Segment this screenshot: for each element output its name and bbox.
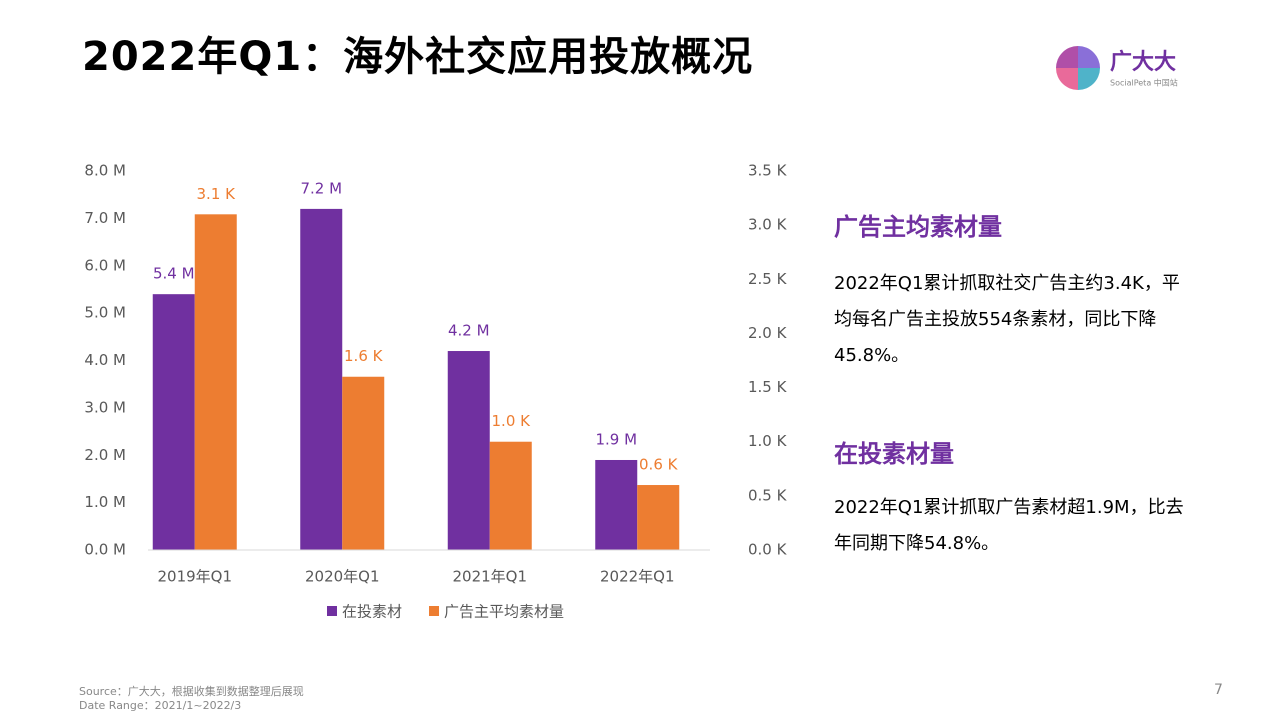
legend-label: 广告主平均素材量	[444, 603, 564, 621]
y2-tick-label: 0.0 K	[748, 541, 788, 559]
y-tick-label: 3.0 M	[84, 398, 126, 416]
legend-swatch	[327, 606, 337, 616]
y2-tick-label: 1.5 K	[748, 378, 788, 396]
bar	[194, 214, 237, 551]
x-tick-label: 2020年Q1	[305, 568, 380, 586]
x-tick-label: 2022年Q1	[600, 568, 675, 586]
y2-tick-label: 3.5 K	[748, 162, 788, 180]
y2-tick-label: 0.5 K	[748, 486, 788, 504]
y-tick-label: 1.0 M	[84, 493, 126, 511]
value-label: 0.6 K	[639, 456, 679, 474]
value-label: 1.0 K	[492, 412, 532, 430]
y2-tick-label: 1.0 K	[748, 432, 788, 450]
bar	[152, 294, 195, 550]
section-heading: 在投素材量	[834, 440, 954, 468]
bar	[637, 485, 680, 550]
value-label: 5.4 M	[153, 265, 195, 283]
section-heading: 广告主均素材量	[834, 213, 1002, 241]
y2-tick-label: 2.5 K	[748, 270, 788, 288]
x-tick-label: 2021年Q1	[452, 568, 527, 586]
y-tick-label: 7.0 M	[84, 209, 126, 227]
y-tick-label: 2.0 M	[84, 446, 126, 464]
value-label: 1.9 M	[595, 430, 637, 448]
y-tick-label: 4.0 M	[84, 351, 126, 369]
y-tick-label: 0.0 M	[84, 541, 126, 559]
legend-label: 在投素材	[342, 603, 402, 621]
y-tick-label: 5.0 M	[84, 304, 126, 322]
source: Source：广大大，根据收集到数据整理后展现	[79, 685, 304, 698]
date-range: Date Range：2021/1~2022/3	[79, 699, 242, 712]
value-label: 1.6 K	[344, 347, 384, 365]
bar	[489, 441, 532, 550]
value-label: 7.2 M	[300, 179, 342, 197]
bar	[342, 376, 385, 550]
y2-tick-label: 3.0 K	[748, 216, 788, 234]
y2-tick-label: 2.0 K	[748, 324, 788, 342]
logo-name: 广大大	[1110, 49, 1176, 75]
chart: 0.0 M 1.0 M 2.0 M 3.0 M 4.0 M 5.0 M 6.0 M 7.0 M…	[84, 162, 788, 621]
bar	[300, 208, 343, 550]
value-label: 4.2 M	[448, 322, 490, 340]
page-number: 7	[1214, 682, 1223, 698]
bar	[595, 459, 638, 550]
section-body: 2022年Q1累计抓取社交广告主约3.4K，平均每名广告主投放554条素材，同比…	[834, 273, 1180, 366]
logo: 广大大 SocialPeta 中国站	[1056, 46, 1178, 90]
bar	[447, 351, 490, 550]
section-body: 2022年Q1累计抓取广告素材超1.9M，比去年同期下降54.8%。	[834, 497, 1184, 554]
y-tick-label: 8.0 M	[84, 162, 126, 180]
x-tick-label: 2019年Q1	[157, 568, 232, 586]
logo-subtitle: SocialPeta 中国站	[1110, 78, 1178, 88]
value-label: 3.1 K	[197, 185, 237, 203]
y-tick-label: 6.0 M	[84, 256, 126, 274]
legend-swatch	[429, 606, 440, 616]
slide-title: 2022年Q1：海外社交应用投放概况	[82, 34, 754, 80]
